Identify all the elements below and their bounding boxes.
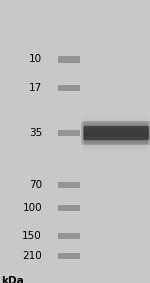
Bar: [58, 205, 80, 211]
Text: 17: 17: [29, 83, 42, 93]
Text: 35: 35: [29, 128, 42, 138]
Bar: [58, 182, 80, 188]
Text: 210: 210: [22, 251, 42, 261]
Bar: [58, 253, 80, 259]
Bar: [58, 85, 80, 91]
Text: kDa: kDa: [2, 276, 24, 283]
FancyBboxPatch shape: [81, 121, 150, 145]
Text: 100: 100: [22, 203, 42, 213]
Text: 10: 10: [29, 54, 42, 65]
Text: 70: 70: [29, 180, 42, 190]
FancyBboxPatch shape: [83, 126, 149, 140]
Bar: [58, 233, 80, 239]
Bar: [57, 0, 150, 283]
Bar: [58, 56, 80, 63]
Bar: [58, 130, 80, 136]
Text: 150: 150: [22, 231, 42, 241]
